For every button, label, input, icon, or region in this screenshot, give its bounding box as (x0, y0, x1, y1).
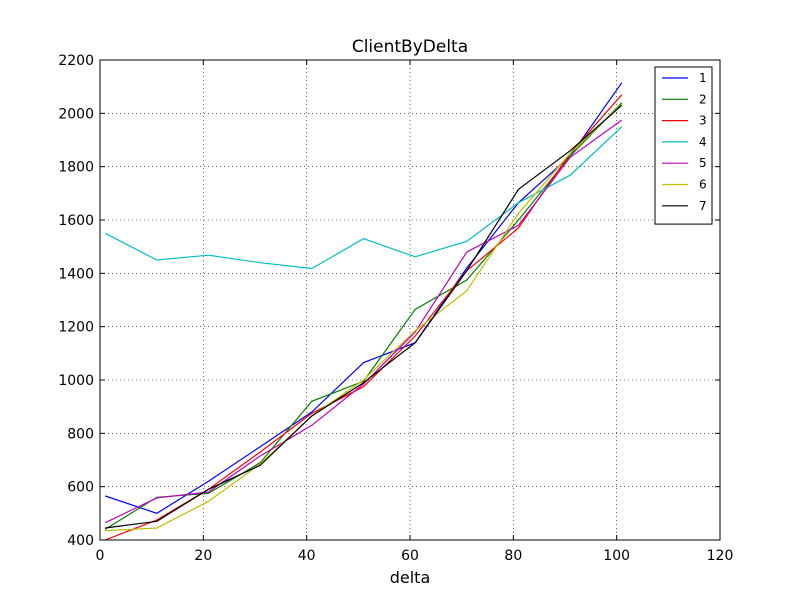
x-tick-label: 60 (401, 548, 419, 564)
legend-label-3: 3 (699, 114, 707, 128)
series-line-5 (104, 119, 623, 524)
legend-label-7: 7 (699, 199, 707, 213)
x-axis-title: delta (390, 568, 431, 587)
legend-label-2: 2 (699, 92, 707, 106)
x-tick-label: 0 (96, 548, 105, 564)
y-tick-label: 400 (67, 533, 94, 549)
y-tick-label: 1200 (58, 320, 94, 336)
legend-box (654, 66, 713, 225)
x-tick-label: 80 (504, 548, 522, 564)
x-tick-label: 120 (707, 548, 734, 564)
x-tick-label: 100 (603, 548, 630, 564)
ticks (99, 59, 721, 541)
y-tick-label: 600 (67, 480, 94, 496)
y-tick-label: 2000 (58, 106, 94, 122)
legend: 1 2 3 4 5 6 7 (654, 66, 713, 225)
series-line-2 (104, 102, 623, 530)
y-tick-label: 1400 (58, 266, 94, 282)
x-tick-label: 20 (194, 548, 212, 564)
tick-labels: 0 20 40 60 80 100 120 400 600 800 1000 1200 1400 1600… (58, 53, 733, 564)
y-tick-label: 1600 (58, 213, 94, 229)
chart-title: ClientByDelta (352, 37, 468, 57)
y-tick-label: 800 (67, 426, 94, 442)
grid (100, 60, 720, 540)
y-tick-label: 1800 (58, 160, 94, 176)
y-tick-label: 2200 (58, 53, 94, 69)
y-tick-label: 1000 (58, 373, 94, 389)
legend-label-6: 6 (699, 178, 707, 192)
series-line-7 (105, 104, 623, 529)
series-line-6 (105, 103, 623, 532)
legend-label-4: 4 (699, 135, 707, 149)
series-group (104, 82, 623, 541)
series-line-1 (105, 82, 623, 514)
x-tick-label: 40 (298, 548, 316, 564)
legend-label-1: 1 (699, 71, 707, 85)
legend-label-5: 5 (699, 156, 707, 170)
